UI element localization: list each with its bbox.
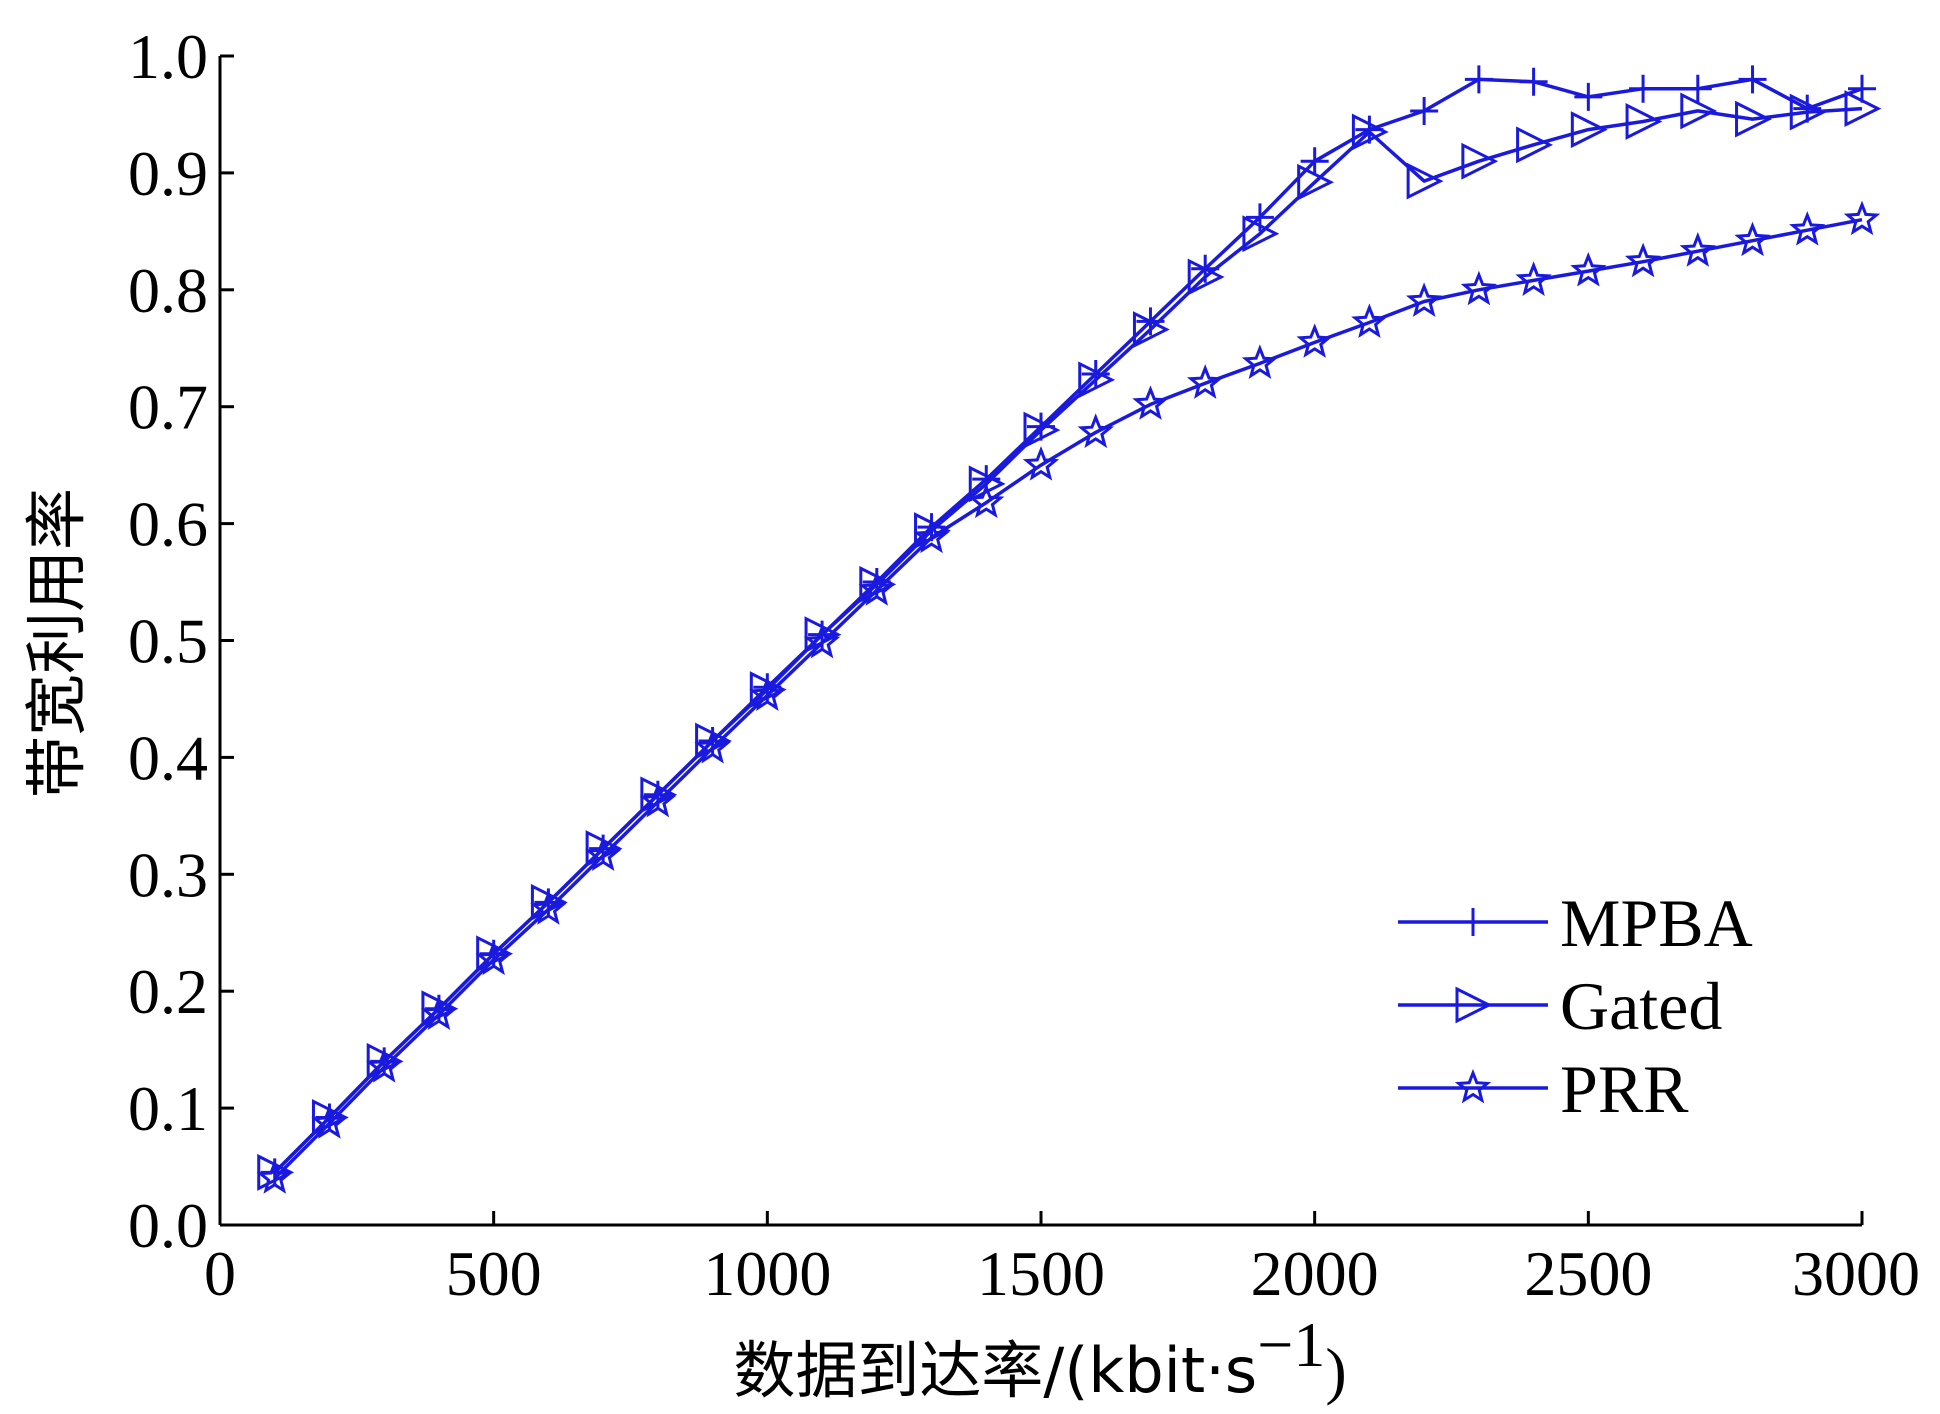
data-point-gated xyxy=(1516,126,1553,164)
y-tick-label: 0.2 xyxy=(128,956,208,1027)
y-tick-label: 0.6 xyxy=(128,489,208,560)
data-point-prr xyxy=(256,1159,293,1194)
data-point-prr xyxy=(530,890,567,925)
data-point-prr xyxy=(1460,270,1497,306)
data-point-prr xyxy=(803,623,841,659)
series-prr xyxy=(256,200,1881,1194)
legend-label: Gated xyxy=(1560,968,1722,1044)
data-point-prr xyxy=(475,940,512,976)
y-tick-label: 0.7 xyxy=(128,372,208,443)
x-tick-label: 2000 xyxy=(1251,1238,1379,1309)
y-tick-label: 1.0 xyxy=(128,21,208,92)
data-point-prr xyxy=(1734,221,1771,257)
data-point-gated xyxy=(1078,361,1116,399)
y-tick-label: 0.4 xyxy=(128,722,208,793)
plot-area xyxy=(256,65,1882,1194)
data-point-prr xyxy=(639,782,677,818)
data-point-gated xyxy=(1023,411,1061,449)
data-point-gated xyxy=(1461,142,1499,180)
y-tick-label: 0.9 xyxy=(128,138,208,209)
data-point-prr xyxy=(1570,252,1607,287)
y-axis-title: 带宽利用率 xyxy=(20,488,93,798)
data-point-prr xyxy=(1843,200,1881,236)
data-point-mpba xyxy=(1629,74,1658,103)
data-point-gated xyxy=(968,465,1006,503)
x-axis-title: 数据到达率/(kbit·s−1) xyxy=(733,1309,1346,1407)
x-tick-label: 1000 xyxy=(703,1238,831,1309)
data-point-gated xyxy=(1625,103,1663,140)
data-point-prr xyxy=(1022,445,1060,481)
y-tick-label: 0.8 xyxy=(128,255,208,326)
data-point-prr xyxy=(1132,385,1169,420)
y-tick-label: 0.3 xyxy=(128,839,208,910)
data-point-gated xyxy=(1735,100,1772,138)
data-point-mpba xyxy=(1848,74,1876,103)
data-point-gated xyxy=(1187,258,1225,296)
data-point-prr xyxy=(1406,282,1443,317)
data-point-prr xyxy=(968,483,1005,519)
legend-label: PRR xyxy=(1560,1051,1689,1127)
data-point-mpba xyxy=(1519,67,1548,96)
data-point-mpba xyxy=(1081,359,1110,388)
data-point-prr xyxy=(1515,261,1552,296)
data-point-prr xyxy=(1077,413,1114,448)
data-point-prr xyxy=(1241,344,1279,379)
x-tick-label: 500 xyxy=(446,1238,542,1309)
data-point-prr xyxy=(913,518,950,554)
legend-marker xyxy=(1455,986,1493,1024)
legend-marker xyxy=(1459,908,1487,936)
data-point-gated xyxy=(1297,163,1335,201)
data-point-mpba xyxy=(1410,96,1439,125)
data-point-mpba xyxy=(1683,74,1712,103)
data-point-gated xyxy=(1406,162,1444,200)
data-point-prr xyxy=(1679,232,1717,267)
data-point-gated xyxy=(1680,92,1718,130)
legend-item-prr: PRR xyxy=(1398,1051,1689,1127)
data-point-prr xyxy=(1296,323,1333,358)
data-point-gated xyxy=(1242,215,1280,253)
legend-marker xyxy=(1454,1068,1492,1104)
data-point-prr xyxy=(311,1104,348,1139)
series-line-gated xyxy=(273,106,1863,1174)
data-point-mpba xyxy=(1464,65,1493,94)
data-point-mpba xyxy=(1574,82,1603,111)
data-point-prr xyxy=(694,728,731,764)
axes: 0.0 0.1 0.2 0.3 0.4 0.5 0.6 0.7 0.8 0.9 1.0 0 500 100… xyxy=(128,21,1920,1309)
data-point-prr xyxy=(1351,303,1388,339)
y-tick-label: 0.1 xyxy=(128,1073,208,1144)
y-tick-label: 0.5 xyxy=(128,606,208,677)
data-point-prr xyxy=(585,836,622,872)
data-point-prr xyxy=(1789,211,1826,246)
data-point-gated xyxy=(1132,311,1170,348)
data-point-gated xyxy=(1351,113,1389,151)
legend-item-gated: Gated xyxy=(1398,968,1722,1044)
data-point-gated xyxy=(1570,111,1608,149)
data-point-mpba xyxy=(1300,147,1329,176)
legend-label: MPBA xyxy=(1560,885,1753,961)
data-point-mpba xyxy=(1738,65,1767,94)
data-point-prr xyxy=(365,1048,403,1083)
data-point-prr xyxy=(749,676,786,711)
data-point-gated xyxy=(1789,93,1827,131)
data-point-prr xyxy=(1624,242,1662,278)
legend-item-mpba: MPBA xyxy=(1398,885,1753,961)
x-tick-label: 2500 xyxy=(1524,1238,1652,1309)
x-tick-label: 1500 xyxy=(977,1238,1105,1309)
data-point-prr xyxy=(420,995,458,1031)
x-tick-label: 3000 xyxy=(1792,1238,1920,1309)
data-point-gated xyxy=(1844,90,1882,128)
data-point-prr xyxy=(1186,364,1224,399)
y-tick-label: 0.0 xyxy=(128,1190,208,1261)
data-point-prr xyxy=(858,571,896,606)
x-tick-label: 0 xyxy=(204,1238,236,1309)
